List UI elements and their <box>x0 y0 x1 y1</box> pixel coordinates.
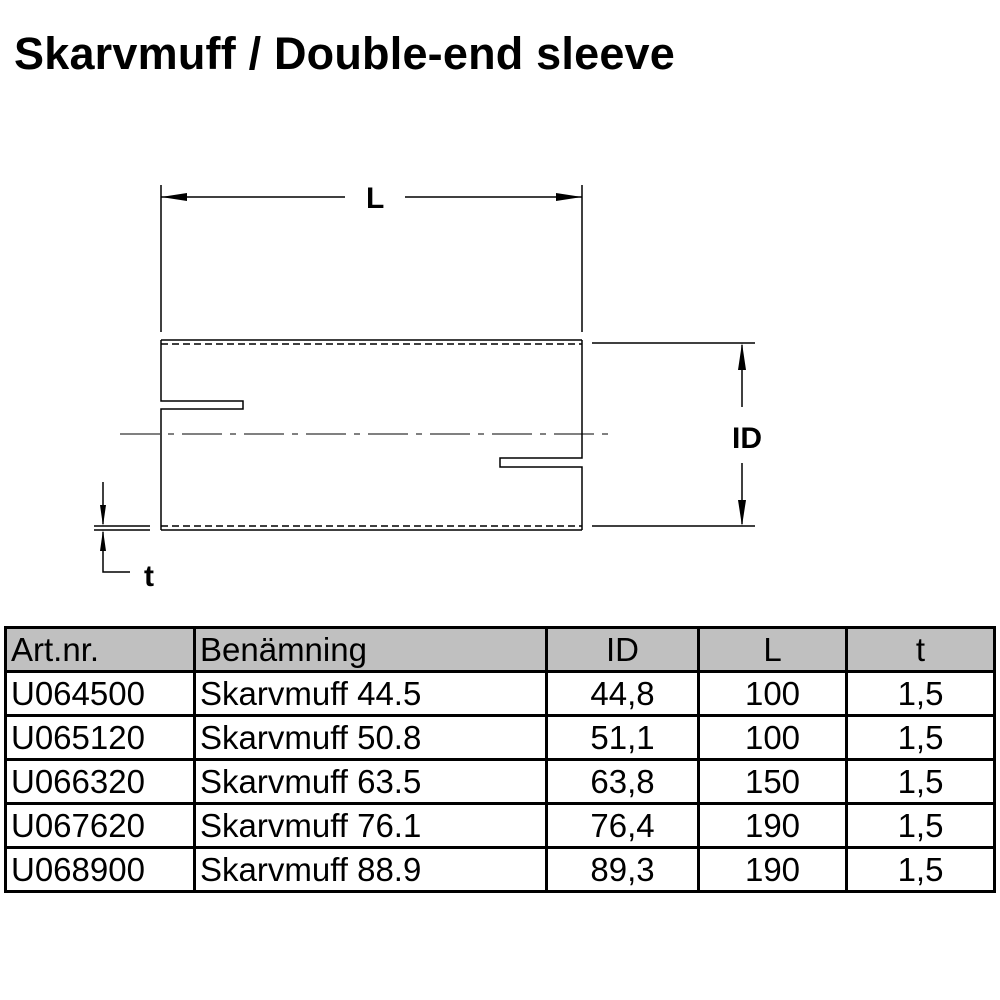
cell-l: 100 <box>697 670 848 717</box>
cell-benamning: Skarvmuff 44.5 <box>193 670 548 717</box>
page-title: Skarvmuff / Double-end sleeve <box>14 28 676 79</box>
cell-art-nr: U067620 <box>4 802 196 849</box>
cell-id: 63,8 <box>545 758 700 805</box>
t-arrow-bottom <box>100 530 106 551</box>
cell-t: 1,5 <box>845 846 996 893</box>
cell-t: 1,5 <box>845 670 996 717</box>
cell-l: 190 <box>697 802 848 849</box>
t-leader <box>102 532 130 573</box>
cell-benamning: Skarvmuff 76.1 <box>193 802 548 849</box>
cell-id: 76,4 <box>545 802 700 849</box>
cell-art-nr: U064500 <box>4 670 196 717</box>
cell-id: 89,3 <box>545 846 700 893</box>
cell-art-nr: U065120 <box>4 714 196 761</box>
table-row: U065120 Skarvmuff 50.8 51,1 100 1,5 <box>4 714 996 761</box>
header-benamning: Benämning <box>193 626 548 673</box>
header-art-nr: Art.nr. <box>4 626 196 673</box>
product-table: Art.nr. Benämning ID L t U064500 Skarvmu… <box>4 626 996 893</box>
cell-l: 150 <box>697 758 848 805</box>
cell-benamning: Skarvmuff 88.9 <box>193 846 548 893</box>
tube-right-edge-with-slot <box>499 340 583 530</box>
cell-benamning: Skarvmuff 63.5 <box>193 758 548 805</box>
t-arrow-top <box>100 505 106 526</box>
tube-left-edge-with-slot <box>160 340 244 530</box>
table-header-row: Art.nr. Benämning ID L t <box>4 626 996 673</box>
l-arrow-right <box>556 193 582 201</box>
id-arrow-top <box>738 343 746 370</box>
header-t: t <box>845 626 996 673</box>
cell-t: 1,5 <box>845 758 996 805</box>
cell-id: 51,1 <box>545 714 700 761</box>
id-arrow-bottom <box>738 500 746 526</box>
table-row: U066320 Skarvmuff 63.5 63,8 150 1,5 <box>4 758 996 805</box>
cell-l: 100 <box>697 714 848 761</box>
table-row: U064500 Skarvmuff 44.5 44,8 100 1,5 <box>4 670 996 717</box>
cell-art-nr: U068900 <box>4 846 196 893</box>
cell-benamning: Skarvmuff 50.8 <box>193 714 548 761</box>
header-id: ID <box>545 626 700 673</box>
cell-t: 1,5 <box>845 714 996 761</box>
table-row: U067620 Skarvmuff 76.1 76,4 190 1,5 <box>4 802 996 849</box>
cell-id: 44,8 <box>545 670 700 717</box>
table-row: U068900 Skarvmuff 88.9 89,3 190 1,5 <box>4 846 996 893</box>
sleeve-technical-drawing: L ID t <box>94 182 762 593</box>
cell-art-nr: U066320 <box>4 758 196 805</box>
cell-t: 1,5 <box>845 802 996 849</box>
header-l: L <box>697 626 848 673</box>
t-label: t <box>144 560 154 593</box>
l-arrow-left <box>161 193 187 201</box>
id-label: ID <box>732 422 762 455</box>
cell-l: 190 <box>697 846 848 893</box>
l-label: L <box>366 182 384 215</box>
